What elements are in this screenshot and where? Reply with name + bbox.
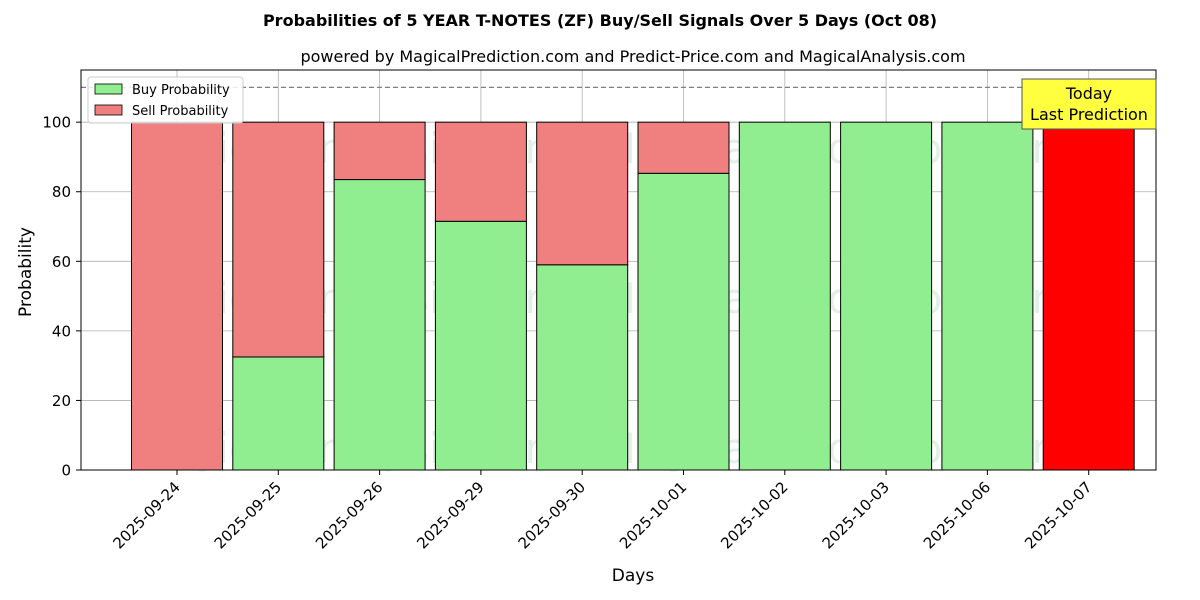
y-tick-label: 60: [52, 253, 71, 271]
y-tick-label: 80: [52, 183, 71, 201]
x-axis-label: Days: [612, 566, 655, 586]
bar-sell: [1042, 121, 1135, 471]
y-axis-label: Probability: [16, 227, 36, 317]
today-annotation-box: [1021, 78, 1157, 130]
legend-label-sell: Sell Probability: [132, 104, 229, 119]
bar-buy: [333, 179, 426, 471]
plot-frame: [80, 69, 1157, 471]
bar-sell: [232, 121, 325, 358]
x-tick-label: 2025-09-25: [211, 478, 285, 552]
bar-buy: [941, 121, 1034, 471]
today-annotation: Today Last Prediction: [1021, 78, 1157, 130]
bar-sell: [131, 121, 223, 471]
today-annotation-line2: Last Prediction: [1030, 105, 1148, 124]
x-tick-label: 2025-09-29: [413, 478, 487, 552]
legend-box: [87, 76, 244, 124]
bar-buy: [637, 172, 730, 471]
bar-sell: [434, 121, 527, 222]
x-tick-label: 2025-10-01: [616, 478, 690, 552]
x-tick-label: 2025-10-03: [819, 478, 893, 552]
bar-sell: [333, 121, 426, 181]
x-tick-label: 2025-10-02: [717, 478, 791, 552]
legend-label-buy: Buy Probability: [132, 83, 230, 98]
chart-title: Probabilities of 5 YEAR T-NOTES (ZF) Buy…: [263, 11, 937, 30]
legend-swatch-sell: [94, 104, 123, 116]
x-tick-label: 2025-09-24: [109, 478, 183, 552]
chart-subtitle: powered by MagicalPrediction.com and Pre…: [300, 47, 965, 66]
bar-buy: [232, 356, 325, 471]
bar-buy: [536, 264, 629, 471]
y-tick-label: 0: [61, 462, 71, 480]
bar-buy: [738, 121, 831, 471]
y-axis: 0 20 40 60 80 100: [42, 114, 81, 480]
x-tick-label: 2025-09-26: [312, 478, 386, 552]
y-tick-label: 20: [52, 392, 71, 410]
y-tick-label: 40: [52, 322, 71, 340]
bar-sell: [536, 121, 629, 266]
x-tick-label: 2025-10-07: [1021, 478, 1095, 552]
x-tick-label: 2025-09-30: [515, 478, 589, 552]
today-annotation-line1: Today: [1065, 84, 1112, 103]
bar-buy: [434, 220, 527, 471]
y-tick-label: 100: [42, 114, 71, 132]
bar-sell: [637, 121, 730, 174]
x-axis: 2025-09-24 2025-09-25 2025-09-26 2025-09-29…: [109, 470, 1096, 552]
legend: Buy Probability Sell Probability: [87, 76, 244, 124]
legend-swatch-buy: [94, 83, 123, 95]
x-tick-label: 2025-10-06: [920, 478, 994, 552]
bar-buy: [840, 121, 933, 471]
bars: [131, 121, 1135, 471]
